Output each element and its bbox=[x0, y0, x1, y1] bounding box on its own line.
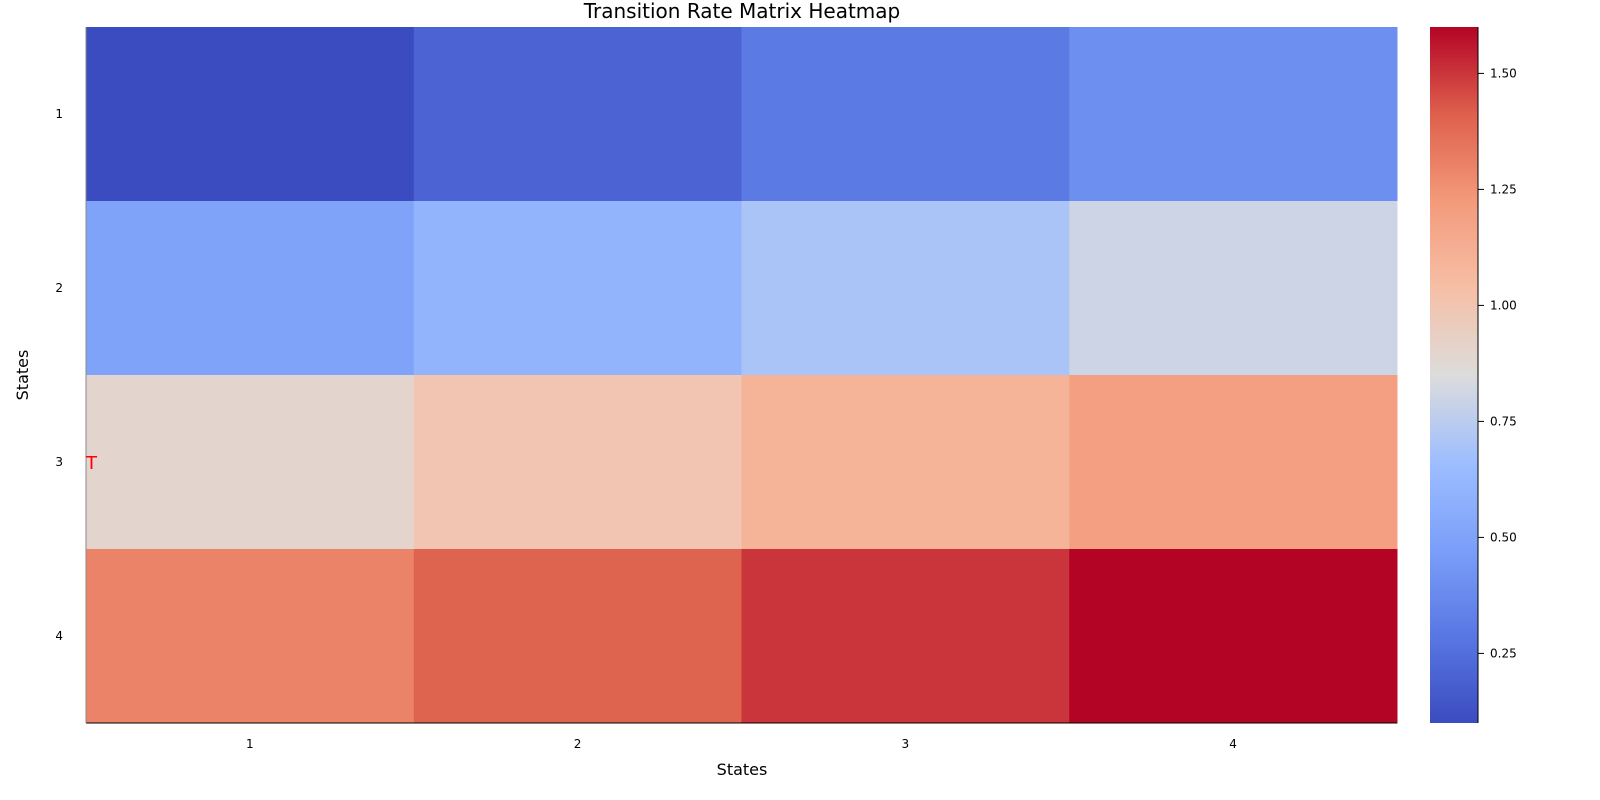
y-tick-label: 2 bbox=[55, 281, 63, 295]
heatmap-cell-r3-c4 bbox=[1069, 375, 1398, 550]
x-tick-label: 1 bbox=[246, 737, 254, 751]
colorbar-tick-label: 1.00 bbox=[1490, 298, 1517, 312]
heatmap-cell-r2-c1 bbox=[86, 201, 415, 376]
heatmap-cell-r4-c2 bbox=[413, 549, 742, 724]
heatmap-cell-r1-c3 bbox=[741, 27, 1070, 202]
x-tick-label: 3 bbox=[902, 737, 910, 751]
heatmap-cell-r3-c3 bbox=[741, 375, 1070, 550]
colorbar-tick-label: 0.25 bbox=[1490, 646, 1517, 660]
colorbar-tick-label: 0.75 bbox=[1490, 414, 1517, 428]
heatmap-cell-r1-c1 bbox=[86, 27, 415, 202]
y-tick-label: 1 bbox=[55, 107, 63, 121]
x-tick-labels: 1 2 3 4 bbox=[246, 737, 1237, 751]
colorbar-tick-label: 1.25 bbox=[1490, 182, 1517, 196]
heatmap-cell-r1-c2 bbox=[413, 27, 742, 202]
y-tick-label: 3 bbox=[55, 455, 63, 469]
annotation-t: T bbox=[85, 453, 98, 474]
x-axis-label: States bbox=[717, 760, 768, 779]
heatmap-cell-r4-c1 bbox=[86, 549, 415, 724]
colorbar bbox=[1430, 27, 1478, 723]
heatmap-cell-r3-c2 bbox=[413, 375, 742, 550]
colorbar-tick-label: 1.50 bbox=[1490, 66, 1517, 80]
heatmap-cell-r1-c4 bbox=[1069, 27, 1398, 202]
x-tick-label: 4 bbox=[1229, 737, 1237, 751]
heatmap-cell-r2-c4 bbox=[1069, 201, 1398, 376]
y-tick-labels: 1 2 3 4 bbox=[55, 107, 63, 643]
heatmap-cell-r4-c3 bbox=[741, 549, 1070, 724]
y-tick-label: 4 bbox=[55, 629, 63, 643]
x-tick-label: 2 bbox=[574, 737, 582, 751]
chart-title: Transition Rate Matrix Heatmap bbox=[583, 0, 901, 23]
y-axis-label: States bbox=[13, 350, 32, 401]
colorbar-tick-label: 0.50 bbox=[1490, 530, 1517, 544]
heatmap-cell-r2-c3 bbox=[741, 201, 1070, 376]
heatmap-cell-r4-c4 bbox=[1069, 549, 1398, 724]
heatmap-cells bbox=[86, 27, 1398, 724]
colorbar-ticks: 0.25 0.50 0.75 1.00 1.25 1.50 bbox=[1478, 66, 1517, 660]
heatmap-cell-r2-c2 bbox=[413, 201, 742, 376]
heatmap-cell-r3-c1 bbox=[86, 375, 415, 550]
